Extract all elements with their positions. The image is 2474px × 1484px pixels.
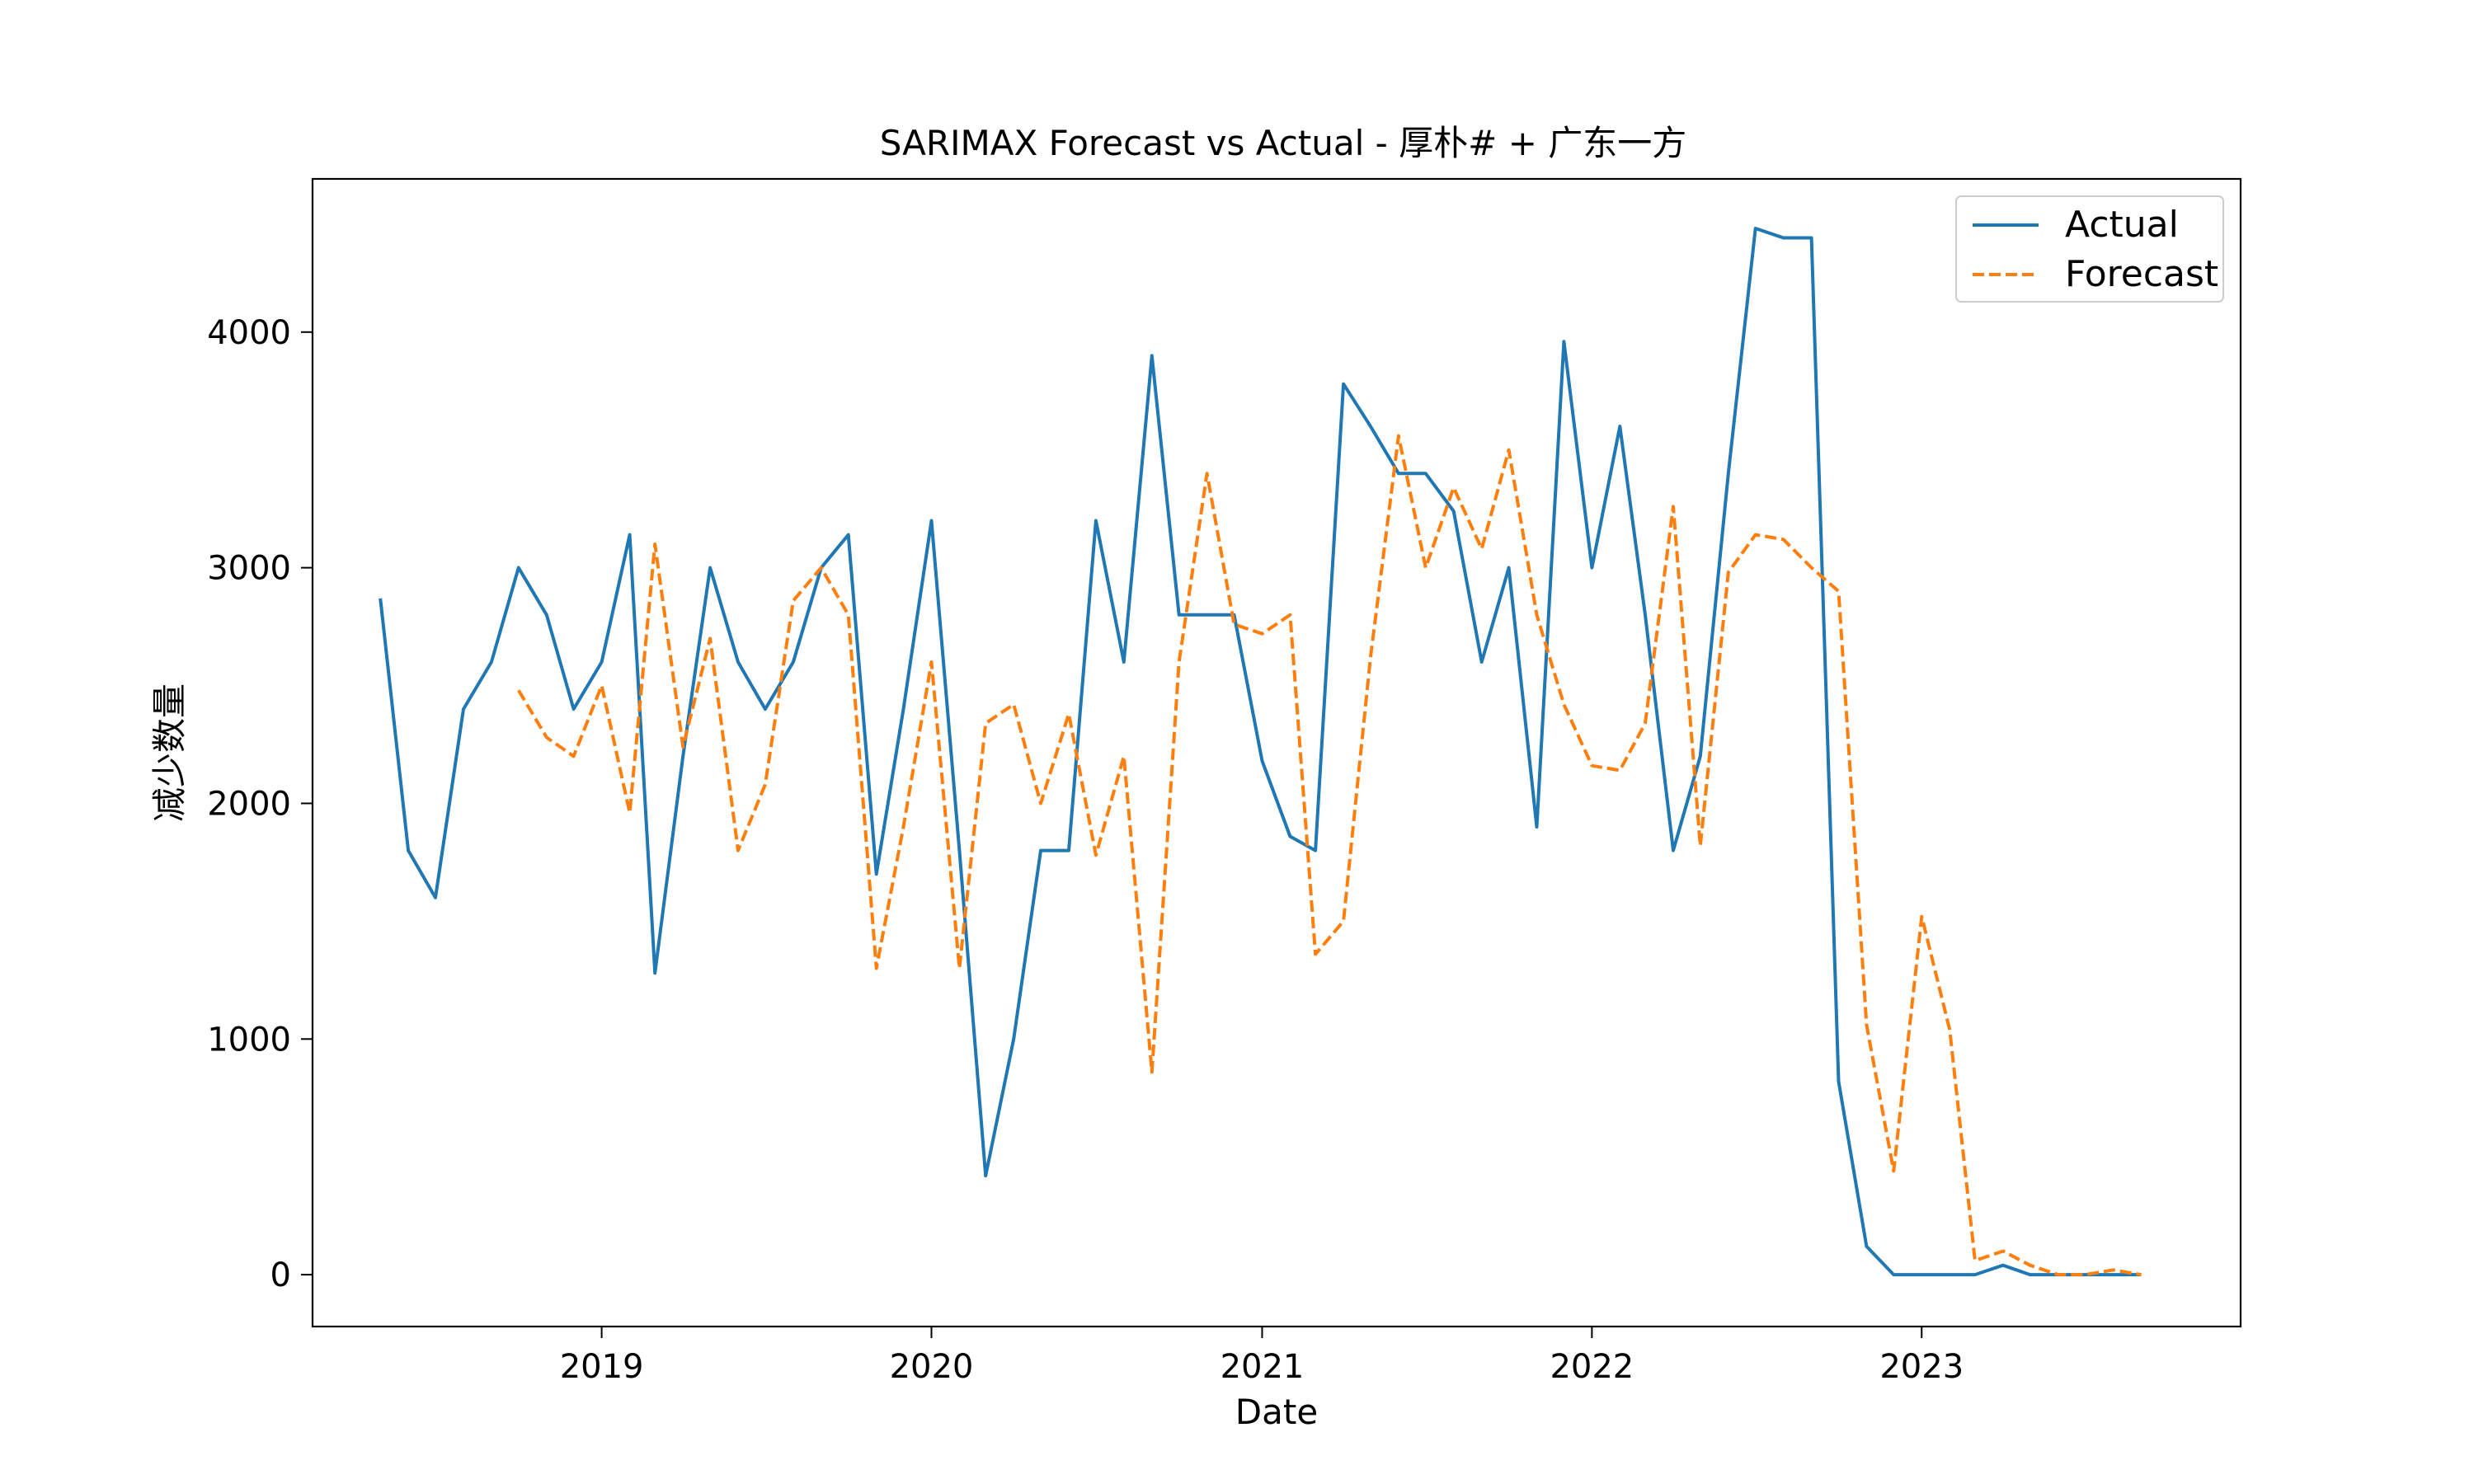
y-tick-label: 4000 bbox=[207, 314, 291, 352]
x-tick-label: 2021 bbox=[1221, 1348, 1305, 1386]
y-tick-label: 3000 bbox=[207, 550, 291, 588]
legend-forecast-label: Forecast bbox=[2065, 253, 2218, 295]
y-tick-label: 0 bbox=[270, 1256, 291, 1294]
legend-actual-label: Actual bbox=[2065, 204, 2179, 246]
x-tick-label: 2019 bbox=[560, 1348, 644, 1386]
y-axis-title: 减少数量 bbox=[149, 683, 190, 822]
series-layer bbox=[379, 227, 2142, 1277]
x-tick-label: 2020 bbox=[890, 1348, 974, 1386]
x-tick-label: 2022 bbox=[1550, 1348, 1634, 1386]
chart-title: SARIMAX Forecast vs Actual - 厚朴# + 广东一方 bbox=[880, 123, 1687, 163]
legend: Actual Forecast bbox=[1955, 195, 2224, 303]
plot-area-frame bbox=[311, 177, 2242, 1328]
y-axis: 0 1000 2000 3000 4000 bbox=[207, 314, 313, 1294]
y-tick-label: 2000 bbox=[207, 785, 291, 823]
series-line-actual bbox=[379, 227, 2142, 1277]
x-axis-title: Date bbox=[1235, 1392, 1318, 1432]
y-tick-label: 1000 bbox=[207, 1021, 291, 1059]
x-axis: 2019 2020 2021 2022 2023 bbox=[560, 1327, 1964, 1386]
x-tick-label: 2023 bbox=[1879, 1348, 1964, 1386]
series-line-forecast bbox=[517, 434, 2142, 1277]
